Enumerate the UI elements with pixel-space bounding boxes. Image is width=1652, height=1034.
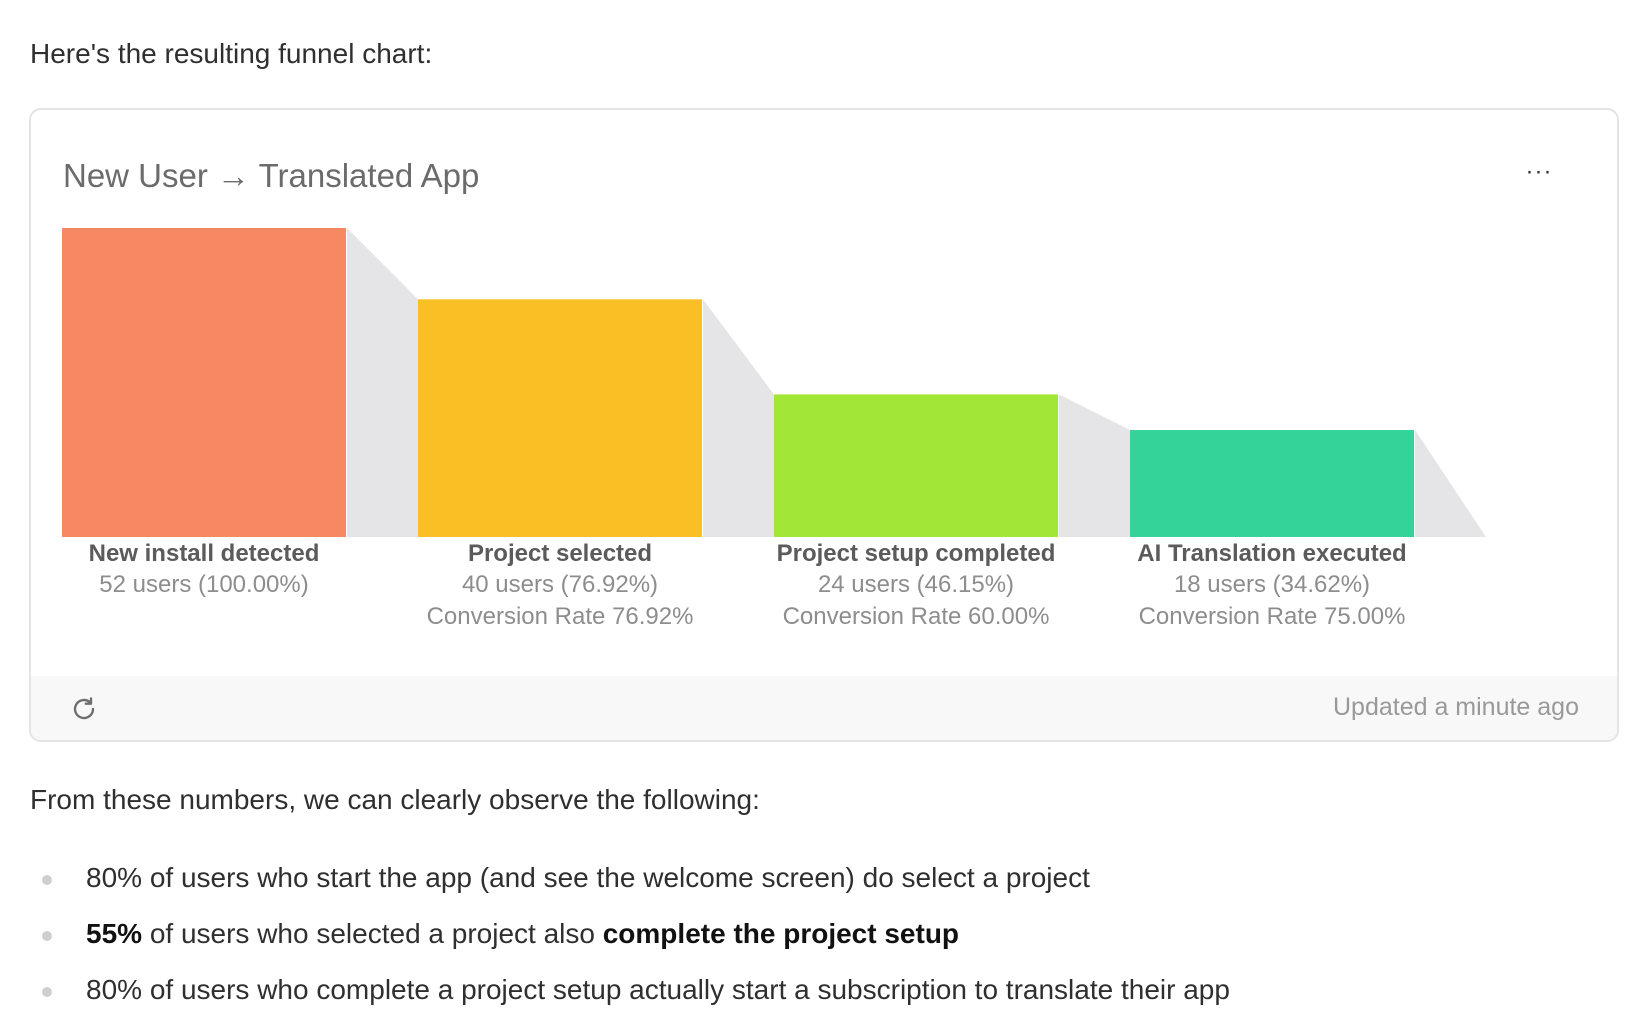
funnel-bar-1[interactable] (62, 228, 346, 537)
bullet-text: of users who selected a project also (142, 918, 603, 949)
funnel-connector-2 (703, 299, 774, 537)
observations-intro: From these numbers, we can clearly obser… (30, 784, 760, 815)
bullet-dot-icon (42, 987, 52, 997)
chart-title: New User → Translated App (63, 157, 480, 194)
stage-users: 52 users (100.00%) (99, 571, 309, 598)
intro-text: Here's the resulting funnel chart: (30, 38, 433, 69)
stage-users: 18 users (34.62%) (1173, 571, 1371, 598)
stage-label-4: AI Translation executed 18 users (34.62%)… (1102, 538, 1442, 633)
funnel-chart-card: New User → Translated App ··· New instal… (29, 108, 1619, 742)
list-item: 80% of users who complete a project setu… (30, 970, 1230, 1026)
stage-name: Project setup completed (776, 540, 1056, 567)
stage-conversion-rate: Conversion Rate 76.92% (426, 603, 694, 630)
funnel-connector-1 (347, 228, 418, 537)
stage-users: 24 users (46.15%) (817, 571, 1015, 598)
stage-name: AI Translation executed (1137, 540, 1407, 567)
updated-timestamp: Updated a minute ago (1332, 693, 1579, 721)
stage-conversion-rate: Conversion Rate 75.00% (1138, 603, 1406, 630)
bullet-strong-phrase: complete the project setup (602, 918, 960, 949)
more-options-button[interactable]: ··· (1525, 158, 1553, 185)
bullet-text: 80% of users who complete a project setu… (86, 974, 1230, 1005)
bullet-dot-icon (42, 875, 52, 885)
bullet-text: 80% of users who start the app (and see … (86, 862, 1090, 893)
bullet-dot-icon (42, 931, 52, 941)
list-item: 80% of users who start the app (and see … (30, 858, 1230, 914)
funnel-chart (62, 228, 1486, 537)
card-footer: Updated a minute ago (31, 676, 1617, 740)
stage-conversion-rate: Conversion Rate 60.00% (782, 603, 1050, 630)
stage-label-1: New install detected 52 users (100.00%) (34, 538, 374, 601)
observations-list: 80% of users who start the app (and see … (30, 858, 1230, 1026)
funnel-connector-4 (1415, 430, 1486, 537)
funnel-connector-3 (1059, 394, 1130, 537)
stage-label-3: Project setup completed 24 users (46.15%)… (746, 538, 1086, 633)
refresh-icon[interactable] (69, 694, 99, 724)
funnel-bar-3[interactable] (774, 394, 1058, 537)
funnel-bar-4[interactable] (1130, 430, 1414, 537)
funnel-bar-2[interactable] (418, 299, 702, 537)
stage-label-2: Project selected 40 users (76.92%) Convers… (390, 538, 730, 633)
list-item: 55% of users who selected a project also… (30, 914, 1230, 970)
stage-name: Project selected (467, 540, 653, 567)
bullet-strong-percent: 55% (86, 918, 143, 949)
stage-name: New install detected (88, 540, 320, 567)
stage-users: 40 users (76.92%) (461, 571, 659, 598)
